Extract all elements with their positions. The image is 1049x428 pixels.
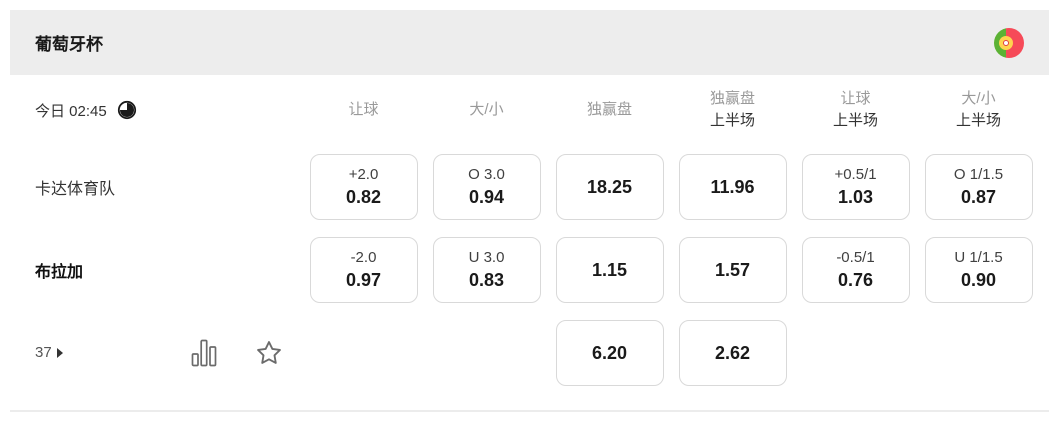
- odds-handicap-first-half-home[interactable]: +0.5/1 1.03: [801, 153, 910, 220]
- odds-moneyline-first-half-away[interactable]: 1.57: [678, 236, 787, 303]
- odds-under-first-half[interactable]: U 1/1.5 0.90: [924, 236, 1033, 303]
- team-cell: 卡达体育队: [10, 175, 302, 199]
- odds-over[interactable]: O 3.0 0.94: [432, 153, 541, 220]
- stats-bar-chart-icon[interactable]: [191, 339, 217, 367]
- match-time-cell: 今日 02:45: [10, 100, 302, 121]
- league-title: 葡萄牙杯: [35, 35, 103, 54]
- column-header-moneyline-first-half: 独赢盘 上半场: [709, 90, 755, 129]
- flag-red-stripe: [1006, 27, 1024, 58]
- team-name-away: 布拉加: [35, 263, 84, 281]
- odds-handicap-first-half-away[interactable]: -0.5/1 0.76: [801, 236, 910, 303]
- odds-moneyline-first-half-draw[interactable]: 2.62: [678, 319, 787, 386]
- clock-icon: [117, 100, 137, 120]
- bottom-divider: [10, 410, 1049, 412]
- odds-moneyline-away[interactable]: 1.15: [555, 236, 664, 303]
- more-markets-button[interactable]: 37: [35, 344, 63, 361]
- team-cell: 布拉加: [10, 258, 302, 282]
- column-header-moneyline: 独赢盘: [586, 101, 632, 118]
- column-header-handicap: 让球: [348, 101, 379, 118]
- odds-over-first-half[interactable]: O 1/1.5 0.87: [924, 153, 1033, 220]
- column-header-handicap-first-half: 让球 上半场: [832, 90, 878, 129]
- portugal-flag-icon: [994, 27, 1024, 58]
- odds-moneyline-home[interactable]: 18.25: [555, 153, 664, 220]
- match-time: 今日 02:45: [35, 102, 107, 120]
- favorite-star-icon[interactable]: [255, 339, 283, 367]
- table-row-away: 布拉加 -2.0 0.97 U 3.0 0.83 1.15 1.57 -0.5/…: [10, 228, 1049, 311]
- footer-cell: 37: [10, 339, 302, 367]
- odds-moneyline-first-half-home[interactable]: 11.96: [678, 153, 787, 220]
- odds-moneyline-draw[interactable]: 6.20: [555, 319, 664, 386]
- market-count: 37: [35, 344, 52, 361]
- column-header-over-under-first-half: 大/小 上半场: [955, 90, 1001, 129]
- odds-under[interactable]: U 3.0 0.83: [432, 236, 541, 303]
- column-header-over-under: 大/小: [469, 101, 504, 118]
- table-row-draw: 37 6.20: [10, 311, 1049, 394]
- match-odds-widget: 葡萄牙杯 今日 02:45 让球 大/: [0, 10, 1049, 428]
- team-name-home: 卡达体育队: [35, 180, 116, 198]
- odds-handicap-away[interactable]: -2.0 0.97: [309, 236, 418, 303]
- odds-handicap-home[interactable]: +2.0 0.82: [309, 153, 418, 220]
- arrow-right-icon: [56, 347, 63, 358]
- flag-emblem-core: [1003, 39, 1009, 46]
- table-row-home: 卡达体育队 +2.0 0.82 O 3.0 0.94 18.25 11.96 +…: [10, 145, 1049, 228]
- table-header-row: 今日 02:45 让球 大/小 独赢盘 独赢盘 上半场: [10, 75, 1049, 145]
- league-header: 葡萄牙杯: [10, 10, 1049, 75]
- odds-table: 今日 02:45 让球 大/小 独赢盘 独赢盘 上半场: [10, 75, 1049, 394]
